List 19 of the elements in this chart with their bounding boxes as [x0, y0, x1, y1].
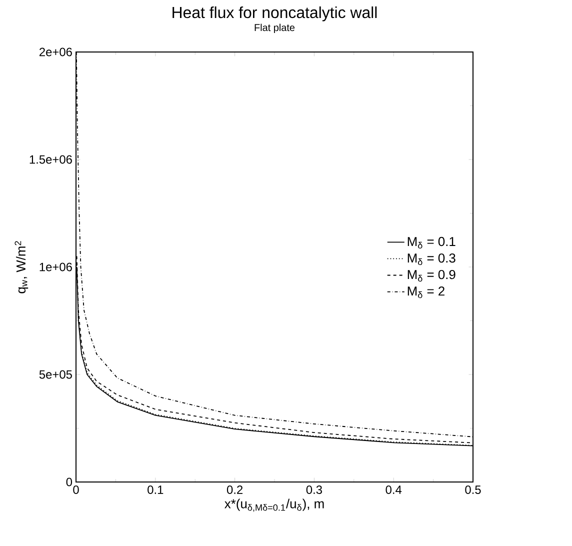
- x-tick-label: 0.2: [226, 486, 243, 494]
- x-tick-label: 0.1: [148, 486, 164, 494]
- x-axis-title: x*(u$_{δ,Mδ=0.1}$/u$_{δ}$), m: [224, 498, 324, 512]
- y-tick-label: 1e+06: [40, 262, 72, 272]
- y-axis-title: q$_{w}$, W/m$^{2}$: [14, 241, 28, 294]
- x-tick-label: 0: [73, 486, 79, 494]
- y-tick-label: 1.5e+06: [30, 155, 72, 164]
- x-tick-label: 0.3: [306, 486, 322, 494]
- chart-subtitle: Flat plate: [254, 24, 295, 34]
- legend-label: M$_{δ}$ = 0.1: [408, 236, 456, 249]
- x-tick-label: 0.5: [465, 486, 481, 494]
- y-tick-label: 0: [66, 478, 72, 486]
- legend-label: M$_{δ}$ = 2: [408, 286, 444, 298]
- legend-label: M$_{δ}$ = 0.9: [408, 270, 456, 282]
- y-tick-label: 2e+06: [40, 48, 72, 56]
- x-tick-label: 0.4: [386, 486, 402, 494]
- y-tick-label: 5e+05: [39, 370, 72, 379]
- legend-label: M$_{δ}$ = 0.3: [408, 253, 456, 266]
- chart-title: Heat flux for noncatalytic wall: [172, 6, 377, 22]
